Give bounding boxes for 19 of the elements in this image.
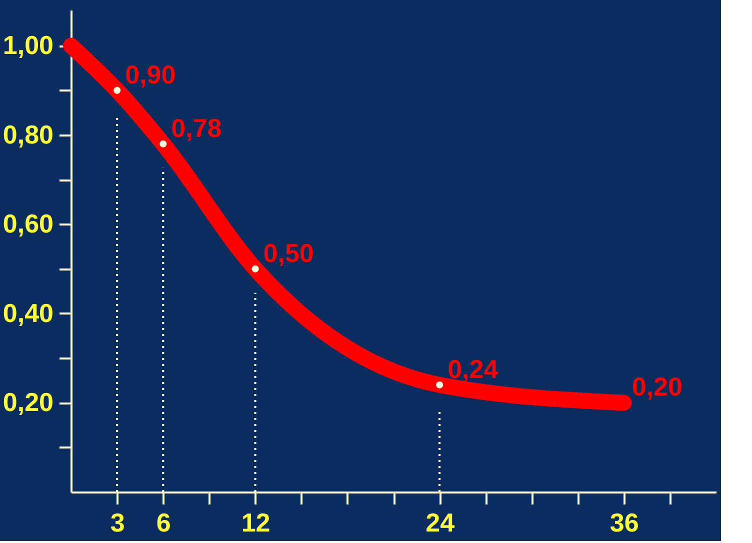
x-tick-label: 3 <box>110 508 125 538</box>
x-tick-label: 24 <box>426 508 456 538</box>
data-label: 0,24 <box>448 354 499 384</box>
point <box>114 86 121 94</box>
x-tick-label: 36 <box>610 508 639 538</box>
y-tick-label: 0,40 <box>2 298 54 328</box>
x-tick-label: 12 <box>241 508 270 538</box>
data-label: 0,50 <box>263 238 314 268</box>
data-label: 0,90 <box>125 59 176 90</box>
point <box>436 381 444 388</box>
point <box>252 265 259 272</box>
data-label: 0,20 <box>632 372 682 402</box>
data-label: 0,78 <box>171 112 222 143</box>
point <box>160 140 167 148</box>
y-tick-label: 0,20 <box>2 387 54 418</box>
x-tick-label: 6 <box>156 508 171 538</box>
y-tick-label: 1,00 <box>2 30 54 60</box>
y-tick-label: 0,80 <box>2 119 54 150</box>
y-tick-label: 0,60 <box>2 208 54 239</box>
